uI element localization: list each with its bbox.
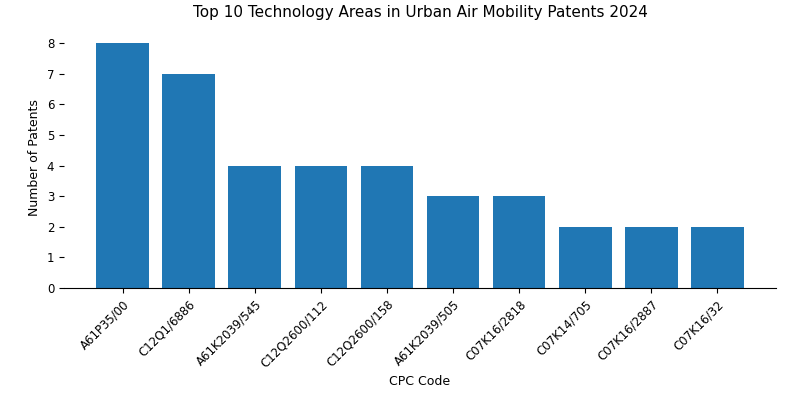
Bar: [558, 227, 611, 288]
Bar: [229, 166, 282, 288]
Bar: [493, 196, 546, 288]
X-axis label: CPC Code: CPC Code: [390, 375, 450, 388]
Title: Top 10 Technology Areas in Urban Air Mobility Patents 2024: Top 10 Technology Areas in Urban Air Mob…: [193, 5, 647, 20]
Bar: [625, 227, 678, 288]
Bar: [361, 166, 414, 288]
Bar: [690, 227, 744, 288]
Bar: [162, 74, 215, 288]
Bar: [96, 43, 150, 288]
Bar: [426, 196, 479, 288]
Bar: [294, 166, 347, 288]
Y-axis label: Number of Patents: Number of Patents: [28, 100, 42, 216]
